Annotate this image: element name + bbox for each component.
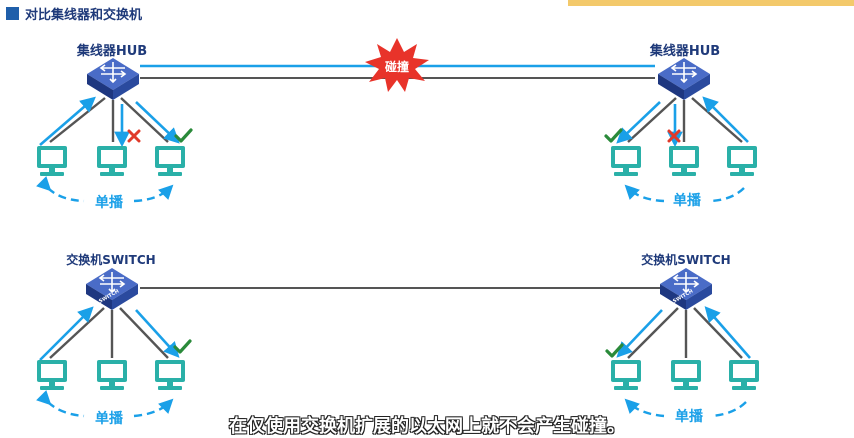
left-hub-label: 集线器HUB	[76, 43, 147, 59]
hub-icon	[657, 57, 711, 101]
pc-icon	[37, 360, 67, 390]
top-accent-bar	[568, 0, 854, 6]
right-switch-label: 交换机SWITCH	[641, 252, 730, 267]
right-switch-unicast-label: 单播	[675, 408, 704, 425]
right-hub-label: 集线器HUB	[649, 43, 720, 59]
pc-icon	[671, 360, 701, 390]
cross-icon	[127, 129, 141, 143]
check-icon	[605, 343, 624, 358]
pc-icon	[611, 360, 641, 390]
pc-icon	[155, 146, 185, 176]
collision-label: 碰撞	[384, 59, 409, 74]
switch-icon	[659, 267, 713, 311]
check-icon	[604, 128, 623, 143]
pc-icon	[37, 146, 67, 176]
check-icon	[173, 339, 192, 354]
left-switch-label: 交换机SWITCH	[66, 252, 155, 267]
hub-icon	[86, 57, 140, 101]
header-square-icon	[6, 6, 19, 20]
right-hub-unicast-label: 单播	[673, 192, 702, 209]
left-switch-unicast-label: 单播	[95, 410, 124, 427]
left-hub-unicast-label: 单播	[95, 194, 124, 211]
pc-icon	[97, 146, 127, 176]
video-subtitle: 在仅使用交换机扩展的以太网上就不会产生碰撞。	[229, 416, 626, 438]
slide-title: 对比集线器和交换机	[25, 7, 143, 23]
pc-icon	[729, 360, 759, 390]
check-icon	[174, 128, 193, 143]
pc-icon	[97, 360, 127, 390]
pc-icon	[727, 146, 757, 176]
slide-header: 对比集线器和交换机	[6, 4, 143, 23]
pc-icon	[669, 146, 699, 176]
collision-burst-icon: 碰撞	[365, 38, 429, 92]
pc-icon	[611, 146, 641, 176]
switch-icon	[85, 267, 139, 311]
pc-icon	[155, 360, 185, 390]
